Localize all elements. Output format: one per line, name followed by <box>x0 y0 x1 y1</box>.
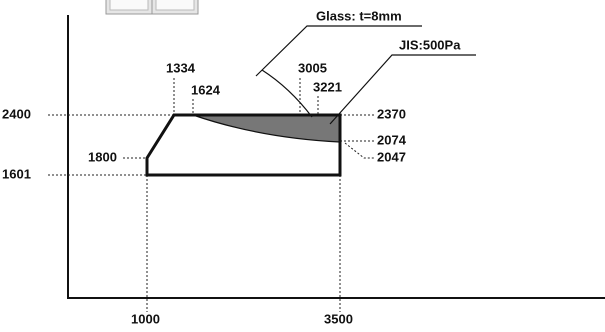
top-label: 1334 <box>166 60 196 75</box>
glass-arc <box>261 69 313 118</box>
height-label: 1601 <box>2 166 31 181</box>
right-label: 2047 <box>377 149 406 164</box>
pressure-leader <box>329 54 476 125</box>
glass-region <box>193 115 340 142</box>
width-label: 3500 <box>324 311 353 326</box>
width-label: 1000 <box>131 311 160 326</box>
curve <box>192 114 341 143</box>
height-label: 2400 <box>2 106 31 121</box>
right-label: 2074 <box>377 132 407 147</box>
top-label: 1624 <box>191 82 221 97</box>
top-label: 3005 <box>298 60 327 75</box>
window-icon <box>105 0 199 15</box>
glass-label: Glass: t=8mm <box>316 8 402 23</box>
top-label: 3221 <box>313 79 342 94</box>
window-outline <box>145 113 342 177</box>
right-label: 2370 <box>377 106 406 121</box>
pressure-label: JIS:500Pa <box>399 37 461 52</box>
glass-leader <box>255 25 422 77</box>
height-label: 1800 <box>88 149 117 164</box>
guides <box>48 78 374 312</box>
